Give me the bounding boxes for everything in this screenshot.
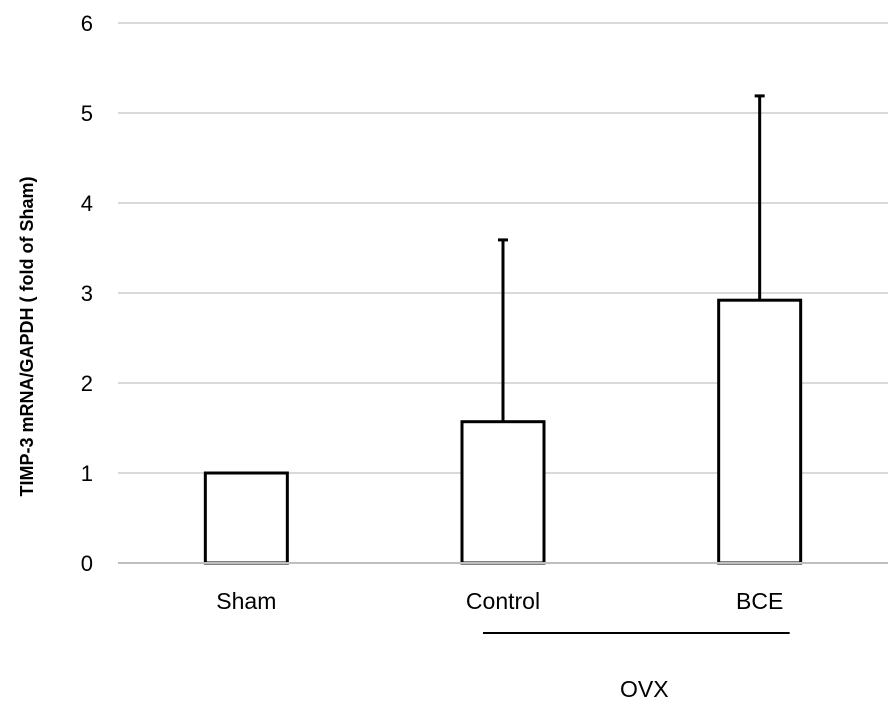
bars	[203, 298, 803, 565]
y-tick-label: 3	[81, 281, 93, 306]
error-bars	[498, 94, 765, 422]
x-tick-label-bce: BCE	[736, 588, 783, 614]
bar-control	[460, 420, 546, 565]
y-tick-label: 0	[81, 551, 93, 576]
y-tick-label: 6	[81, 11, 93, 36]
x-tick-label-control: Control	[466, 588, 540, 614]
x-tick-labels: Sham Control BCE	[216, 588, 783, 614]
y-tick-label: 1	[81, 461, 93, 486]
bar-sham	[203, 471, 289, 565]
y-tick-label: 2	[81, 371, 93, 396]
y-axis-label: TIMP-3 mRNA/GAPDH ( fold of Sham)	[17, 177, 37, 497]
y-tick-label: 4	[81, 191, 93, 216]
y-tick-labels: 0 1 2 3 4 5 6	[81, 11, 93, 576]
y-tick-label: 5	[81, 101, 93, 126]
bar-bce	[717, 298, 803, 565]
ovx-group-label: OVX	[620, 676, 669, 702]
x-tick-label-sham: Sham	[216, 588, 276, 614]
